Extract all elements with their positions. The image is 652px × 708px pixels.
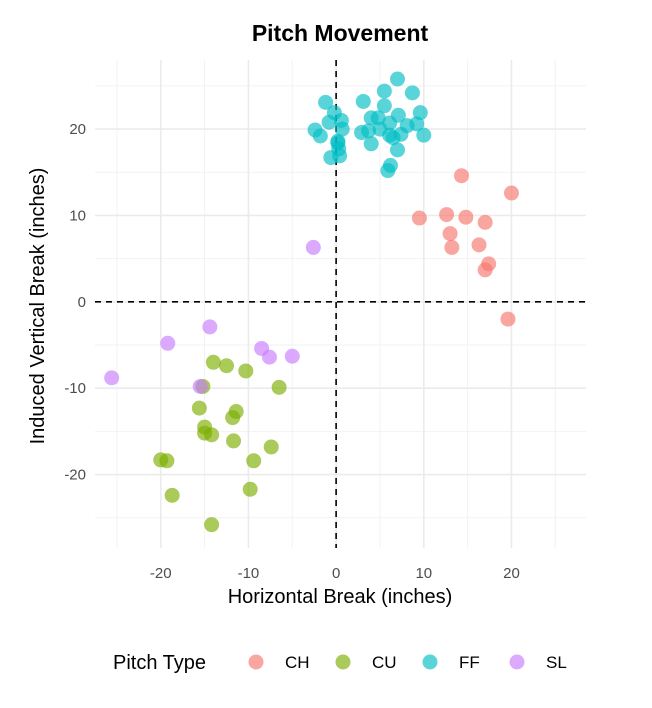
- legend-item-ff: FF: [422, 653, 480, 672]
- x-tick-label: -20: [150, 565, 172, 582]
- y-tick-label: 20: [69, 121, 86, 138]
- series-ch: [411, 168, 519, 327]
- legend-label-ff: FF: [459, 653, 480, 672]
- data-point-ff: [380, 163, 396, 179]
- x-axis-ticks: -20 -10 0 10 20: [150, 565, 520, 582]
- data-point-ff: [370, 110, 386, 126]
- data-points: [104, 71, 519, 533]
- legend-key-cu: [335, 654, 351, 670]
- y-axis-ticks: -20 -10 0 10 20: [64, 121, 86, 483]
- data-point-sl: [160, 335, 176, 351]
- data-point-ff: [355, 93, 371, 109]
- series-sl: [104, 239, 321, 394]
- data-point-ff: [334, 121, 350, 137]
- data-point-cu: [204, 427, 220, 443]
- y-tick-label: 0: [78, 294, 86, 311]
- data-point-cu: [204, 517, 220, 533]
- data-point-ch: [458, 209, 474, 225]
- legend-item-ch: CH: [248, 653, 310, 672]
- data-point-ch: [503, 185, 519, 201]
- legend-key-sl: [509, 654, 525, 670]
- data-point-ff: [354, 125, 370, 141]
- x-tick-label: -10: [238, 565, 260, 582]
- data-point-ff: [376, 83, 392, 99]
- data-point-ch: [477, 262, 493, 278]
- legend-label-sl: SL: [546, 653, 567, 672]
- legend-item-cu: CU: [335, 653, 397, 672]
- data-point-cu: [271, 379, 287, 395]
- data-point-ff: [363, 136, 379, 152]
- data-point-ch: [444, 239, 460, 255]
- data-point-ff: [389, 142, 405, 158]
- data-point-ch: [411, 210, 427, 226]
- data-point-ff: [393, 126, 409, 142]
- data-point-ff: [321, 114, 337, 130]
- x-tick-label: 20: [503, 565, 520, 582]
- data-point-ff: [376, 98, 392, 114]
- data-point-ff: [416, 127, 432, 143]
- data-point-ff: [318, 94, 334, 110]
- legend-label-ch: CH: [285, 653, 310, 672]
- data-point-sl: [305, 239, 321, 255]
- x-axis-title: Horizontal Break (inches): [228, 586, 453, 608]
- legend-label-cu: CU: [372, 653, 397, 672]
- series-cu: [153, 354, 287, 533]
- chart-title: Pitch Movement: [252, 20, 429, 46]
- data-point-ff: [312, 128, 328, 144]
- data-point-cu: [205, 354, 221, 370]
- data-point-cu: [164, 487, 180, 503]
- data-point-cu: [226, 433, 242, 449]
- data-point-cu: [219, 358, 235, 374]
- data-point-sl: [261, 349, 277, 365]
- data-point-ff: [332, 148, 348, 164]
- data-point-cu: [263, 439, 279, 455]
- data-point-sl: [104, 370, 120, 386]
- series-ff: [307, 71, 432, 179]
- data-point-cu: [242, 481, 258, 497]
- data-point-ff: [409, 116, 425, 132]
- legend-key-ch: [248, 654, 264, 670]
- x-tick-label: 10: [415, 565, 432, 582]
- data-point-cu: [246, 453, 262, 469]
- y-tick-label: -10: [64, 380, 86, 397]
- data-point-sl: [202, 319, 218, 335]
- y-tick-label: 10: [69, 207, 86, 224]
- legend-title: Pitch Type: [113, 652, 206, 674]
- data-point-cu: [225, 410, 241, 426]
- y-axis-title: Induced Vertical Break (inches): [27, 168, 49, 445]
- data-point-sl: [192, 378, 208, 394]
- data-point-ch: [439, 207, 455, 223]
- data-point-ff: [330, 133, 346, 149]
- x-tick-label: 0: [332, 565, 340, 582]
- data-point-ch: [471, 237, 487, 253]
- data-point-sl: [284, 348, 300, 364]
- data-point-cu: [191, 400, 207, 416]
- data-point-ch: [453, 168, 469, 184]
- data-point-cu: [159, 453, 175, 469]
- data-point-ch: [477, 214, 493, 230]
- legend-items: CH CU FF SL: [248, 653, 567, 672]
- legend-key-ff: [422, 654, 438, 670]
- y-tick-label: -20: [64, 467, 86, 484]
- data-point-ch: [442, 226, 458, 242]
- data-point-ff: [404, 85, 420, 101]
- legend-item-sl: SL: [509, 653, 567, 672]
- data-point-ff: [389, 71, 405, 87]
- data-point-cu: [238, 363, 254, 379]
- legend: Pitch Type CH CU FF SL: [113, 652, 567, 674]
- data-point-ch: [500, 311, 516, 327]
